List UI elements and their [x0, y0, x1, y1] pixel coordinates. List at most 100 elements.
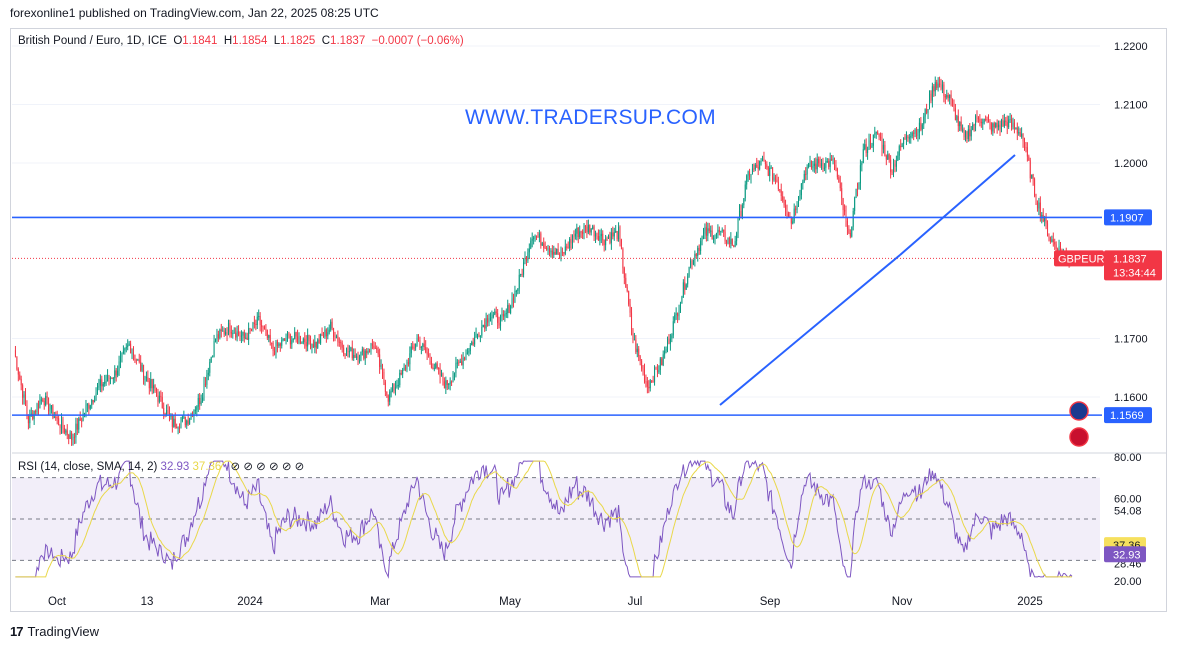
candle-body: [215, 339, 217, 342]
candle-body: [194, 409, 196, 411]
candle-body: [512, 298, 514, 303]
candle-body: [253, 322, 255, 324]
candle-body: [675, 313, 677, 316]
candle-body: [884, 144, 886, 156]
candle-body: [610, 232, 612, 243]
candle-body: [315, 341, 317, 348]
candle-body: [874, 133, 876, 135]
candle-body: [305, 342, 307, 347]
candle-body: [371, 343, 373, 346]
candle-body: [27, 414, 29, 424]
candle-body: [521, 274, 523, 276]
candle-body: [248, 328, 250, 340]
candle-body: [823, 167, 825, 169]
candle-body: [39, 400, 41, 409]
candle-body: [740, 211, 742, 217]
candle-body: [547, 248, 549, 250]
candle-body: [990, 123, 992, 132]
rsi-tick-label: 80.00: [1114, 452, 1142, 464]
rsi-line: [15, 459, 1073, 579]
candle-body: [812, 165, 814, 168]
candle-body: [1048, 236, 1050, 238]
candle-body: [279, 343, 281, 346]
candle-body: [980, 121, 982, 124]
candle-body: [933, 86, 935, 92]
candle-body: [392, 383, 394, 392]
candle-body: [659, 358, 661, 370]
candle-body: [574, 233, 576, 237]
candle-body: [573, 236, 575, 238]
candle-body: [810, 161, 812, 168]
candle-body: [1047, 223, 1049, 237]
candle-body: [953, 103, 955, 109]
candle-body: [537, 236, 539, 238]
candle-body: [960, 121, 962, 130]
candle-body: [472, 342, 474, 345]
candle-body: [354, 354, 356, 358]
candle-body: [383, 372, 385, 383]
candle-body: [321, 333, 323, 337]
candle-body: [122, 350, 124, 353]
candle-body: [731, 238, 733, 246]
candle-body: [274, 350, 276, 355]
candle-body: [714, 235, 716, 238]
horizontal-levels: 1.1907 1.1569 GBPEUR 1.1837 13:34:44: [12, 209, 1162, 447]
candle-body: [530, 240, 532, 249]
candle-body: [289, 335, 291, 345]
candle-body: [711, 230, 713, 240]
candle-body: [269, 335, 271, 343]
candle-body: [966, 131, 968, 139]
candle-body: [367, 351, 369, 354]
candle-body: [407, 361, 409, 365]
candle-body: [973, 124, 975, 126]
candle-body: [114, 370, 116, 379]
candle-body: [952, 99, 954, 104]
candle-body: [995, 122, 997, 128]
candle-body: [268, 335, 270, 338]
candle-body: [819, 163, 821, 167]
candle-body: [1032, 174, 1034, 180]
candle-body: [1026, 147, 1028, 157]
candle-body: [619, 227, 621, 240]
candle-body: [757, 166, 759, 170]
candle-body: [62, 419, 64, 429]
candle-body: [1003, 120, 1005, 127]
visibility-icons[interactable]: ⊘ ⊘ ⊘ ⊘ ⊘ ⊘: [230, 461, 305, 473]
candle-body: [478, 333, 480, 337]
candle-body: [239, 334, 241, 337]
candle-body: [400, 372, 402, 375]
candle-body: [314, 341, 316, 348]
candle-body: [347, 347, 349, 352]
candle-body: [245, 337, 247, 339]
candle-body: [885, 155, 887, 160]
candle-body: [548, 248, 550, 253]
candle-body: [94, 400, 96, 403]
candle-body: [1052, 239, 1054, 242]
candle-body: [75, 423, 77, 438]
candle-body: [678, 310, 680, 317]
watermark-text: WWW.TRADERSUP.COM: [465, 106, 716, 129]
time-tick-label: Nov: [892, 596, 913, 608]
candle-body: [429, 355, 431, 362]
candle-body: [785, 205, 787, 210]
candle-body: [95, 393, 97, 401]
candle-body: [921, 124, 923, 130]
time-tick-label: 2025: [1017, 596, 1043, 608]
candle-body: [243, 332, 245, 339]
candle-body: [949, 94, 951, 99]
candle-body: [584, 226, 586, 228]
candle-body: [1013, 122, 1015, 129]
candle-body: [728, 237, 730, 245]
candle-body: [964, 131, 966, 138]
candle-body: [166, 410, 168, 415]
candle-body: [734, 241, 736, 247]
chart-frame[interactable]: [10, 28, 1167, 612]
candle-body: [1011, 118, 1013, 127]
footer: 17 TradingView: [10, 624, 99, 639]
candle-body: [554, 251, 556, 255]
candle-body: [397, 385, 399, 387]
candle-body: [846, 220, 848, 229]
candle-body: [838, 177, 840, 183]
candle-body: [972, 124, 974, 130]
